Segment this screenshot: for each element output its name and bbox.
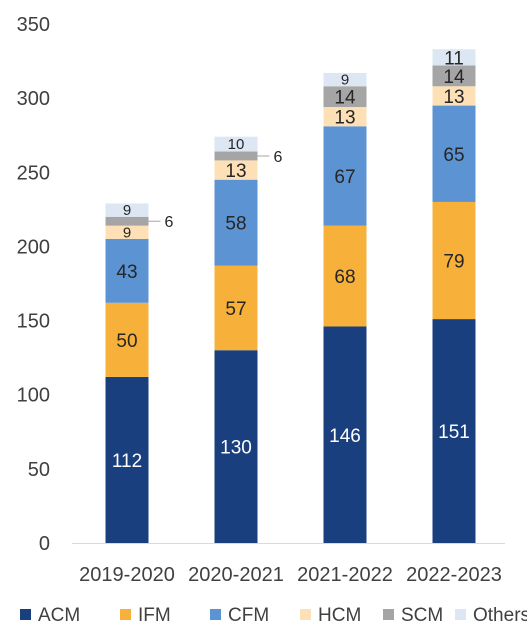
y-tick-label: 0	[39, 533, 50, 555]
y-tick-label: 350	[17, 14, 50, 36]
data-label-cfm-2019-2020: 43	[116, 262, 137, 283]
bar-segment-scm-2019-2020	[105, 216, 149, 226]
bar-segment-cfm-2019-2020	[105, 239, 149, 303]
data-label-scm-2019-2020: 6	[165, 214, 174, 231]
data-label-ifm-2021-2022: 68	[334, 267, 355, 288]
bar-segment-scm-2020-2021	[214, 151, 258, 161]
bar-segment-ifm-2020-2021	[214, 265, 258, 351]
data-label-hcm-2019-2020: 9	[123, 224, 131, 241]
bar-segment-acm-2021-2022	[323, 326, 367, 543]
y-tick-label: 100	[17, 385, 50, 407]
y-tick-label: 150	[17, 311, 50, 333]
data-label-ifm-2019-2020: 50	[116, 331, 137, 352]
data-label-others-2021-2022: 9	[341, 72, 349, 89]
legend-label-acm: ACM	[38, 605, 80, 626]
legend-label-hcm: HCM	[318, 605, 361, 626]
data-label-scm-2020-2021: 6	[274, 149, 283, 166]
legend-label-scm: SCM	[401, 605, 443, 626]
x-axis-labels: 2019-2020 2020-2021 2021-2022 2022-2023	[79, 564, 502, 586]
legend-swatch-cfm	[210, 609, 221, 620]
legend: ACM IFM CFM HCM SCM Others	[20, 605, 527, 626]
data-label-others-2022-2023: 11	[444, 48, 464, 69]
bar-segment-ifm-2021-2022	[323, 225, 367, 327]
bar-segment-cfm-2020-2021	[214, 179, 258, 266]
legend-label-others: Others	[473, 605, 527, 626]
legend-label-ifm: IFM	[138, 605, 171, 626]
x-tick-label: 2020-2021	[188, 564, 284, 586]
data-label-cfm-2020-2021: 58	[225, 214, 246, 235]
y-tick-label: 300	[17, 88, 50, 110]
x-tick-label: 2019-2020	[79, 564, 175, 586]
y-tick-label: 50	[28, 459, 50, 481]
data-label-acm-2022-2023: 151	[438, 422, 470, 443]
bar-segment-others-2022-2023	[432, 49, 476, 66]
bar-segment-others-2020-2021	[214, 136, 258, 152]
data-label-hcm-2022-2023: 13	[443, 87, 464, 108]
data-label-cfm-2022-2023: 65	[443, 145, 464, 166]
legend-swatch-ifm	[120, 609, 131, 620]
bar-segment-acm-2020-2021	[214, 350, 258, 543]
bar-segment-ifm-2022-2023	[432, 201, 476, 320]
y-tick-label: 200	[17, 236, 50, 258]
bar-segment-hcm-2022-2023	[432, 86, 476, 106]
legend-swatch-hcm	[300, 609, 311, 620]
data-label-others-2020-2021: 10	[228, 136, 245, 153]
bar-segment-hcm-2021-2022	[323, 107, 367, 127]
bar-segment-cfm-2022-2023	[432, 105, 476, 202]
data-label-cfm-2021-2022: 67	[334, 167, 355, 188]
bars-group: 1125043969130575813610146686713149151796…	[105, 48, 476, 543]
bar-segment-acm-2022-2023	[432, 319, 476, 543]
legend-swatch-scm	[383, 609, 394, 620]
bar-segment-hcm-2019-2020	[105, 225, 149, 240]
bar-segment-scm-2021-2022	[323, 86, 367, 108]
data-label-scm-2022-2023: 14	[443, 67, 465, 88]
data-label-scm-2021-2022: 14	[334, 88, 356, 109]
data-label-acm-2019-2020: 112	[112, 451, 142, 472]
legend-swatch-others	[455, 609, 466, 620]
bar-segment-others-2021-2022	[323, 72, 367, 87]
data-label-ifm-2020-2021: 57	[225, 299, 246, 320]
bar-segment-hcm-2020-2021	[214, 160, 258, 180]
x-tick-label: 2022-2023	[406, 564, 502, 586]
bar-segment-ifm-2019-2020	[105, 302, 149, 377]
data-label-acm-2020-2021: 130	[220, 438, 252, 459]
data-label-others-2019-2020: 9	[123, 202, 131, 219]
data-label-ifm-2022-2023: 79	[443, 252, 464, 273]
data-label-acm-2021-2022: 146	[329, 426, 361, 447]
data-label-hcm-2020-2021: 13	[225, 161, 246, 182]
y-tick-label: 250	[17, 162, 50, 184]
legend-label-cfm: CFM	[228, 605, 269, 626]
y-axis: 0 50 100 150 200 250 300 350	[17, 14, 50, 555]
bar-segment-scm-2022-2023	[432, 65, 476, 87]
data-label-hcm-2021-2022: 13	[334, 108, 355, 129]
bar-segment-cfm-2021-2022	[323, 126, 367, 226]
legend-swatch-acm	[20, 609, 31, 620]
x-tick-label: 2021-2022	[297, 564, 393, 586]
bar-segment-acm-2019-2020	[105, 376, 149, 543]
bar-segment-others-2019-2020	[105, 203, 149, 217]
